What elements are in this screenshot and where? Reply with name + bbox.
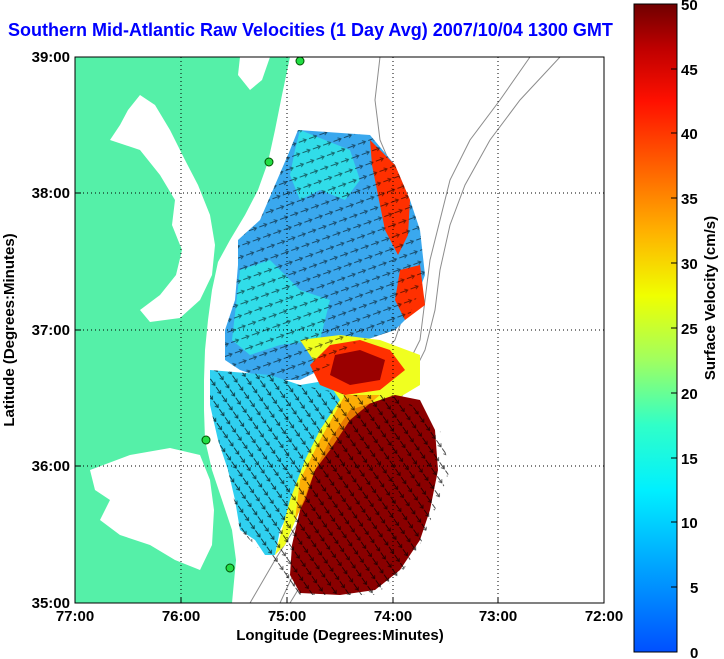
x-tick-label: 74:00 xyxy=(374,608,412,625)
colorbar-tick-label: 20 xyxy=(681,386,698,403)
colorbar-tick-label: 5 xyxy=(690,580,698,597)
colorbar-tick-label: 45 xyxy=(681,62,698,79)
radar-station-marker xyxy=(295,57,305,66)
radar-station-marker xyxy=(225,563,235,573)
radar-station-marker xyxy=(201,435,211,445)
x-tick-label: 73:00 xyxy=(479,608,517,625)
y-axis-label: Latitude (Degrees:Minutes) xyxy=(1,233,18,426)
colorbar-tick-label: 0 xyxy=(690,645,698,659)
colorbar-tick-label: 25 xyxy=(681,321,698,338)
x-axis-label: Longitude (Degrees:Minutes) xyxy=(236,627,444,644)
y-tick-label: 35:00 xyxy=(32,595,70,612)
colorbar-tick-label: 10 xyxy=(681,515,698,532)
x-tick-label: 77:00 xyxy=(56,608,94,625)
pamlico-sound xyxy=(90,448,214,570)
grid-lines xyxy=(75,57,604,603)
colorbar-tick-label: 40 xyxy=(681,126,698,143)
y-tick-label: 39:00 xyxy=(32,49,70,66)
colorbar xyxy=(633,3,678,653)
colorbar-tick-label: 50 xyxy=(681,0,698,14)
x-tick-label: 72:00 xyxy=(585,608,623,625)
chesapeake-bay xyxy=(110,95,215,322)
colorbar-tick-label: 35 xyxy=(681,191,698,208)
x-tick-label: 76:00 xyxy=(162,608,200,625)
x-tick-label: 75:00 xyxy=(268,608,306,625)
radar-station-marker xyxy=(264,157,274,167)
gulf-stream-dark-north xyxy=(330,350,385,385)
delaware-bay xyxy=(238,57,270,90)
velocity-field-mid xyxy=(275,335,420,555)
current-vectors-south xyxy=(210,370,450,595)
y-tick-label: 37:00 xyxy=(32,322,70,339)
y-tick-label: 38:00 xyxy=(32,185,70,202)
colorbar-tick-label: 15 xyxy=(681,451,698,468)
map-title: Southern Mid-Atlantic Raw Velocities (1 … xyxy=(8,20,613,40)
colorbar-tick-label: 30 xyxy=(681,256,698,273)
colorbar-ticks xyxy=(671,3,677,653)
colorbar-label: Surface Velocity (cm/s) xyxy=(702,216,719,380)
tick-marks xyxy=(74,56,605,604)
y-tick-label: 36:00 xyxy=(32,458,70,475)
